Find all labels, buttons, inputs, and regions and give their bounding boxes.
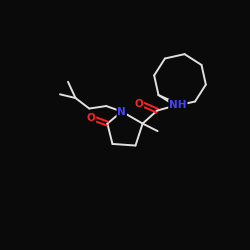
Text: O: O	[86, 112, 95, 122]
Text: O: O	[134, 99, 143, 109]
Text: N: N	[117, 106, 126, 117]
Text: NH: NH	[169, 100, 186, 110]
